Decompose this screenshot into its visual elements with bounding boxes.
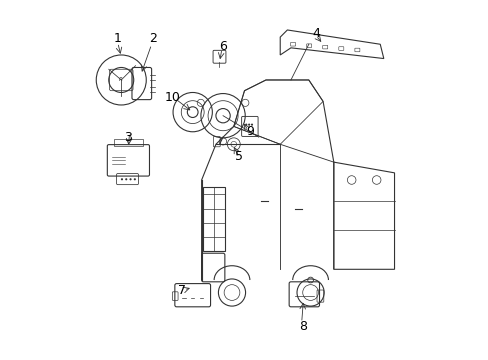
Circle shape	[244, 123, 247, 126]
Circle shape	[129, 178, 131, 180]
Text: 6: 6	[219, 40, 226, 53]
Circle shape	[125, 178, 127, 180]
Circle shape	[121, 178, 123, 180]
Text: 10: 10	[165, 91, 181, 104]
Text: 7: 7	[178, 284, 185, 297]
Text: 5: 5	[235, 150, 243, 163]
Text: 9: 9	[245, 125, 253, 138]
Text: 1: 1	[114, 32, 122, 45]
Text: 3: 3	[124, 131, 132, 144]
Text: R: R	[119, 77, 123, 82]
Circle shape	[250, 123, 253, 126]
Circle shape	[134, 178, 136, 180]
Text: 2: 2	[149, 32, 157, 45]
Text: 8: 8	[299, 320, 307, 333]
Circle shape	[247, 123, 250, 126]
Text: 4: 4	[311, 27, 319, 40]
